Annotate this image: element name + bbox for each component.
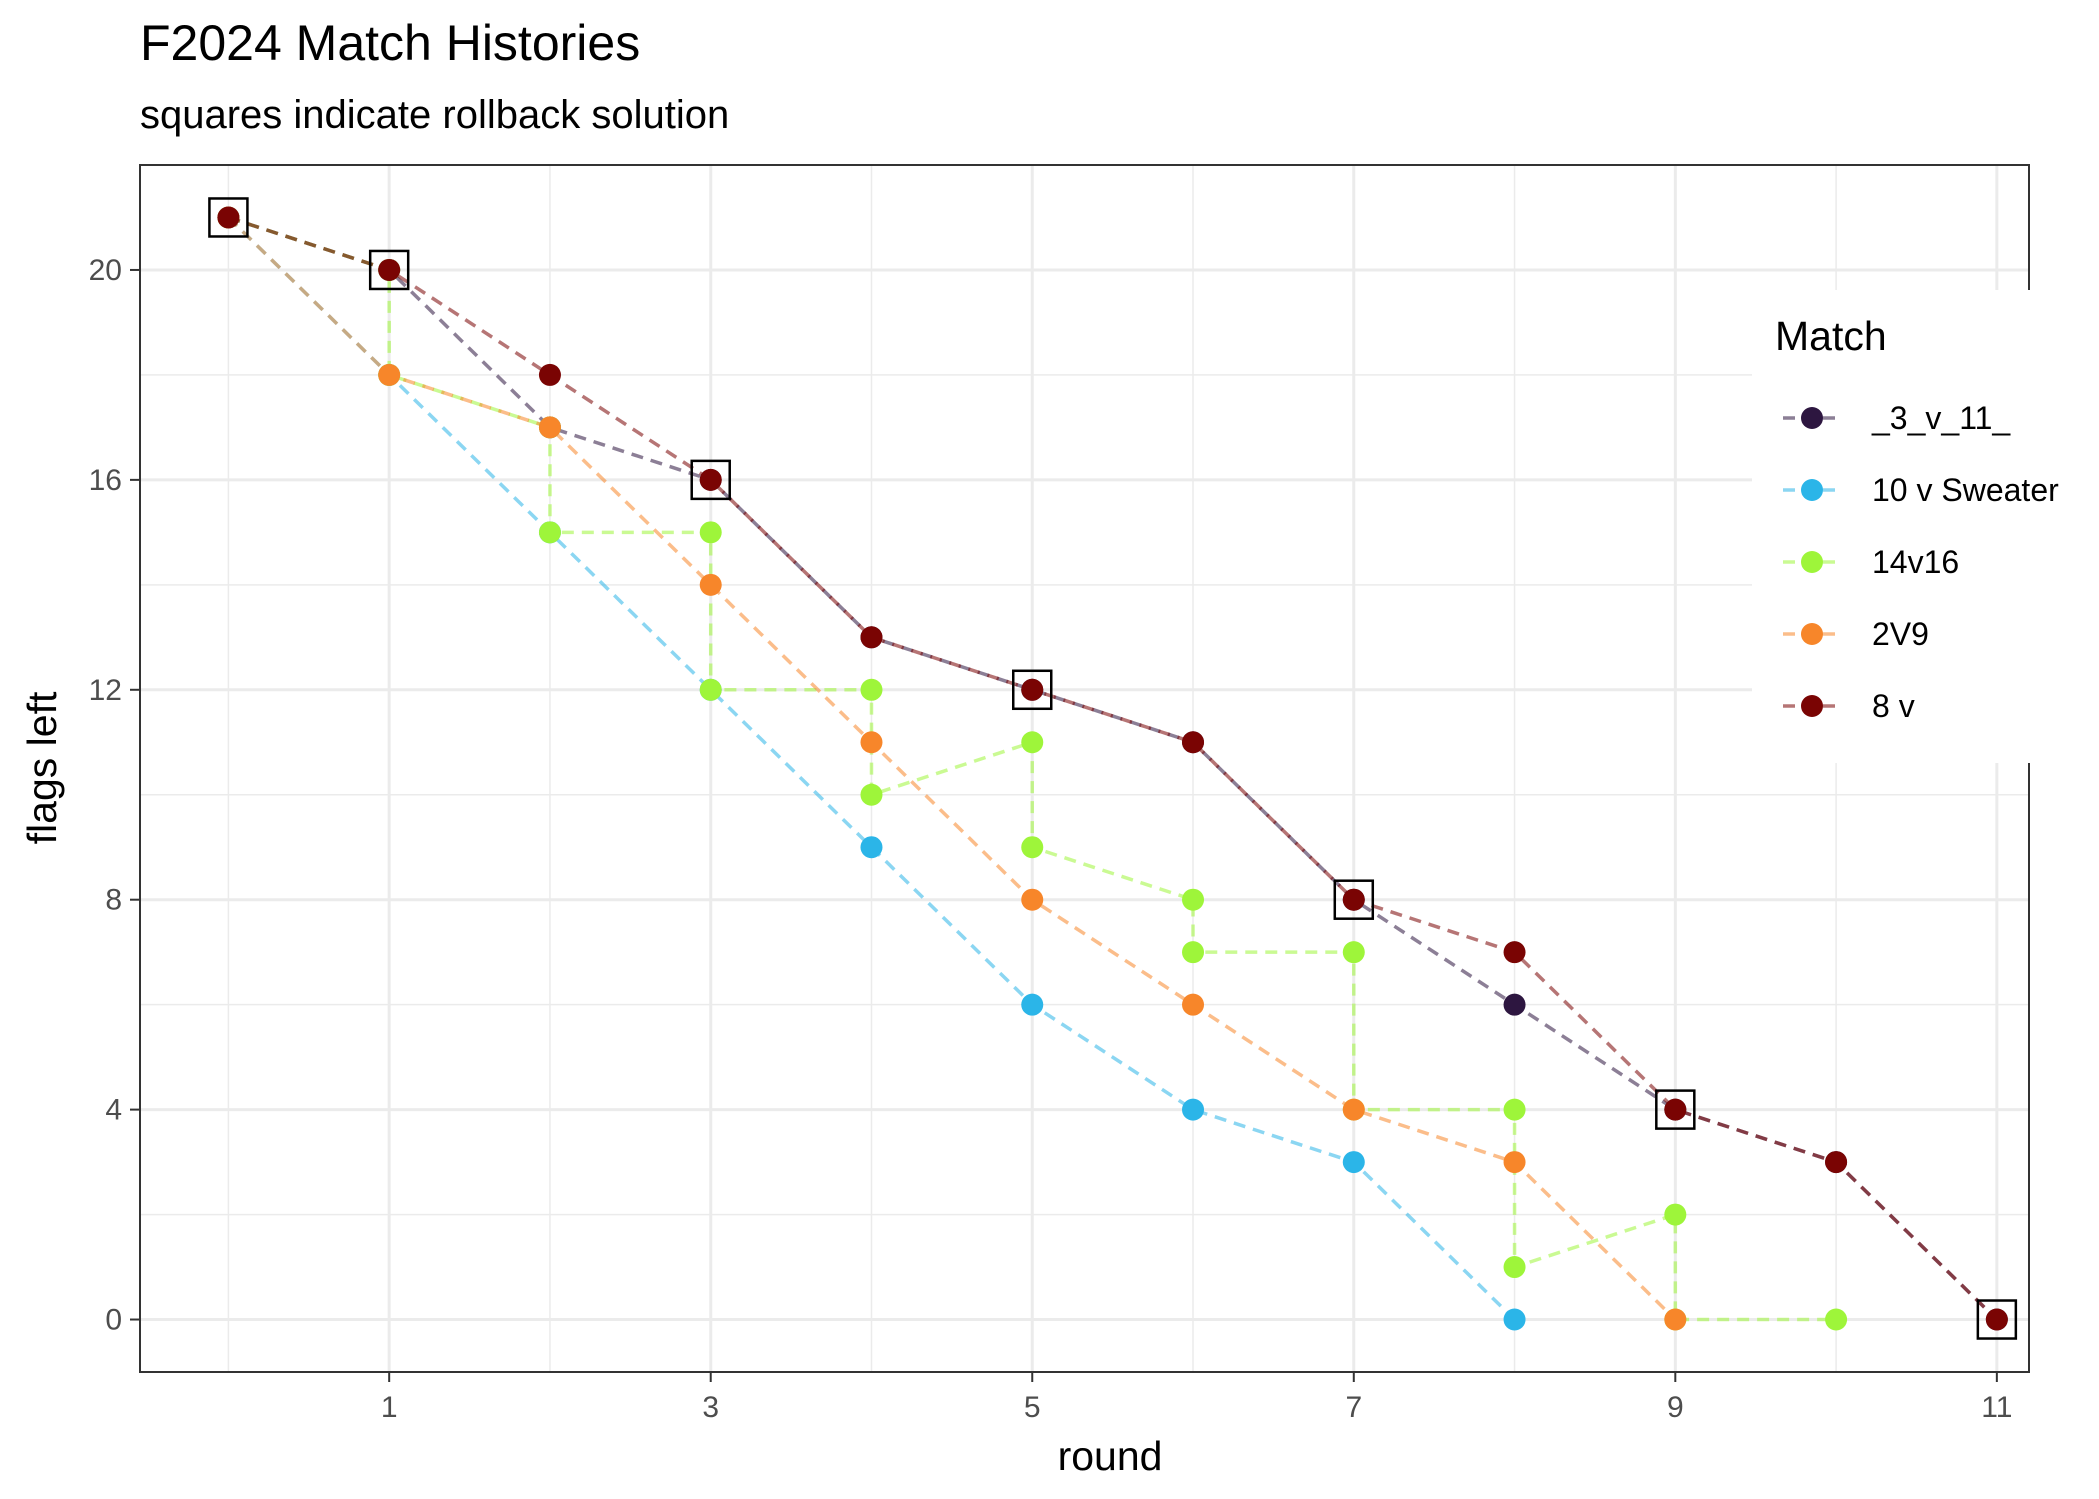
data-point-2 — [1503, 1256, 1526, 1279]
y-axis-title: flags left — [19, 691, 65, 844]
y-tick-label: 8 — [105, 884, 122, 917]
legend-key-point — [1801, 407, 1823, 429]
y-tick-label: 0 — [105, 1304, 122, 1337]
legend-label: 2V9 — [1872, 616, 1929, 652]
series-points — [217, 206, 2008, 1331]
data-point-2 — [699, 678, 722, 701]
data-point-2 — [1021, 836, 1044, 859]
rollback-square — [1333, 879, 1375, 920]
x-tick-label: 3 — [702, 1391, 719, 1424]
x-tick-label: 1 — [381, 1391, 398, 1424]
plot-border — [139, 164, 2030, 1373]
x-tick-label: 5 — [1024, 1391, 1041, 1424]
data-point-2 — [860, 678, 883, 701]
chart-subtitle: squares indicate rollback solution — [140, 93, 729, 137]
legend-label: 14v16 — [1872, 544, 1959, 580]
legend-items: _3_v_11_ 10 v Sweater 14v16 2V9 8 v — [1783, 400, 2059, 724]
series-line-3 — [227, 216, 1677, 1321]
data-point-3 — [1664, 1308, 1687, 1331]
data-point-3 — [378, 363, 401, 386]
data-point-2 — [1182, 888, 1205, 911]
x-axis: 1 3 5 7 9 11 — [381, 1372, 2012, 1424]
data-point-4 — [217, 206, 240, 229]
data-point-2 — [1825, 1308, 1848, 1331]
legend-key-point — [1801, 479, 1823, 501]
data-point-2 — [1664, 1203, 1687, 1226]
rollback-square — [1655, 1089, 1696, 1130]
data-point-4 — [699, 468, 722, 491]
plot-background — [140, 165, 2029, 1372]
y-tick-label: 4 — [105, 1094, 122, 1127]
data-point-1 — [1021, 993, 1044, 1016]
rollback-square — [1976, 1299, 2018, 1340]
data-point-4 — [1342, 888, 1365, 911]
data-point-2 — [538, 521, 561, 544]
rollback-square — [368, 249, 410, 291]
data-point-1 — [1182, 1098, 1205, 1121]
data-point-4 — [1503, 941, 1526, 964]
x-tick-label: 11 — [1981, 1391, 2012, 1424]
data-point-2 — [1503, 1098, 1526, 1121]
data-point-4 — [1021, 678, 1044, 701]
y-axis: 0 4 8 12 16 20 — [89, 254, 140, 1337]
legend-title: Match — [1775, 313, 1887, 359]
legend-key-point — [1801, 623, 1823, 645]
data-point-4 — [378, 258, 401, 281]
data-point-0 — [1503, 993, 1526, 1016]
data-point-2 — [1182, 941, 1205, 964]
data-point-4 — [538, 363, 561, 386]
data-point-2 — [860, 783, 883, 806]
data-point-2 — [1021, 731, 1044, 754]
legend-key-point — [1801, 551, 1823, 573]
data-point-3 — [699, 573, 722, 596]
series-line-2 — [227, 215, 1837, 1322]
rollback-square — [690, 459, 731, 501]
rollback-square — [208, 197, 249, 238]
data-point-4 — [860, 626, 883, 649]
x-tick-label: 7 — [1345, 1391, 1362, 1424]
chart-title: F2024 Match Histories — [140, 15, 640, 71]
legend: Match _3_v_11_ 10 v Sweater 14v16 2V9 8 v — [1752, 290, 2082, 763]
data-point-1 — [1342, 1151, 1365, 1174]
series-line-4 — [227, 215, 1999, 1321]
data-point-2 — [1342, 941, 1365, 964]
legend-label: _3_v_11_ — [1871, 400, 2011, 436]
data-point-4 — [1985, 1308, 2008, 1331]
data-point-4 — [1182, 731, 1205, 754]
y-tick-label: 12 — [89, 674, 122, 707]
legend-key-point — [1801, 695, 1823, 717]
data-point-3 — [1503, 1151, 1526, 1174]
data-point-3 — [538, 416, 561, 439]
y-tick-label: 20 — [89, 254, 122, 287]
x-axis-title: round — [1058, 1433, 1163, 1479]
data-point-2 — [699, 521, 722, 544]
y-tick-label: 16 — [89, 464, 122, 497]
data-point-3 — [1021, 888, 1044, 911]
data-point-3 — [860, 731, 883, 754]
rollback-square — [1012, 669, 1053, 711]
legend-label: 10 v Sweater — [1872, 472, 2059, 508]
legend-background — [1752, 290, 2082, 763]
data-point-1 — [860, 836, 883, 859]
x-tick-label: 9 — [1667, 1391, 1684, 1424]
data-point-1 — [1503, 1308, 1526, 1331]
data-point-4 — [1664, 1098, 1687, 1121]
data-point-3 — [1182, 993, 1205, 1016]
legend-label: 8 v — [1872, 688, 1915, 724]
data-point-3 — [1342, 1098, 1365, 1121]
data-point-4 — [1825, 1151, 1848, 1174]
rollback-squares — [208, 197, 2018, 1340]
